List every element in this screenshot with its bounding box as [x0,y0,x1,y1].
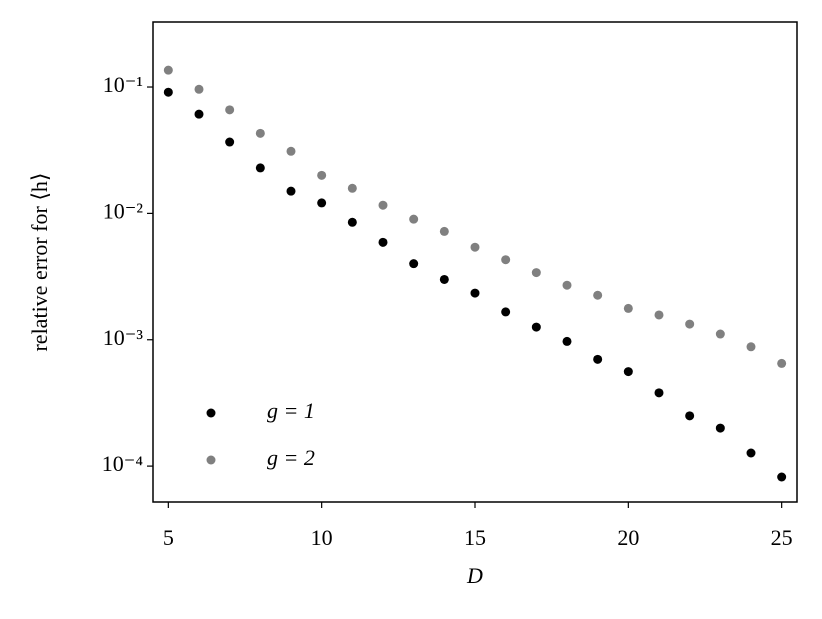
y-tick-label: 10⁻³ [103,325,144,350]
point [531,322,541,332]
y-tick-label: 10⁻¹ [103,72,143,97]
point [593,290,603,300]
point [470,242,480,252]
point [317,170,327,180]
point [715,329,725,339]
x-tick-label: 25 [771,525,793,550]
x-tick-label: 15 [464,525,486,550]
y-tick-label: 10⁻² [103,198,144,223]
point [255,128,265,138]
point [225,105,235,115]
point [777,358,787,368]
legend-marker [206,408,216,418]
point [286,146,296,156]
legend-label: g = 1 [267,398,315,423]
point [562,280,572,290]
point [378,200,388,210]
point [593,354,603,364]
point [347,183,357,193]
point [715,423,725,433]
point [777,472,787,482]
point [623,303,633,313]
point [225,137,235,147]
plot-frame [152,21,798,503]
x-tick-label: 5 [163,525,174,550]
x-axis-label: D [466,563,483,588]
point [746,342,756,352]
point [163,65,173,75]
point [439,226,449,236]
point [163,87,173,97]
point [562,336,572,346]
point [654,310,664,320]
point [470,288,480,298]
point [685,319,695,329]
point [378,237,388,247]
x-tick-label: 10 [311,525,333,550]
point [347,217,357,227]
point [286,186,296,196]
point [746,448,756,458]
point [654,388,664,398]
legend-marker [206,455,216,465]
point [501,255,511,265]
point [409,214,419,224]
point [623,367,633,377]
point [194,84,204,94]
point [501,307,511,317]
legend-label: g = 2 [267,445,315,470]
point [439,274,449,284]
x-tick-label: 20 [617,525,639,550]
point [194,109,204,119]
y-tick-label: 10⁻⁴ [102,451,144,476]
point [317,198,327,208]
y-axis-label: relative error for ⟨h⟩ [27,172,52,351]
point [531,268,541,278]
point [409,259,419,269]
point [255,163,265,173]
point [685,411,695,421]
